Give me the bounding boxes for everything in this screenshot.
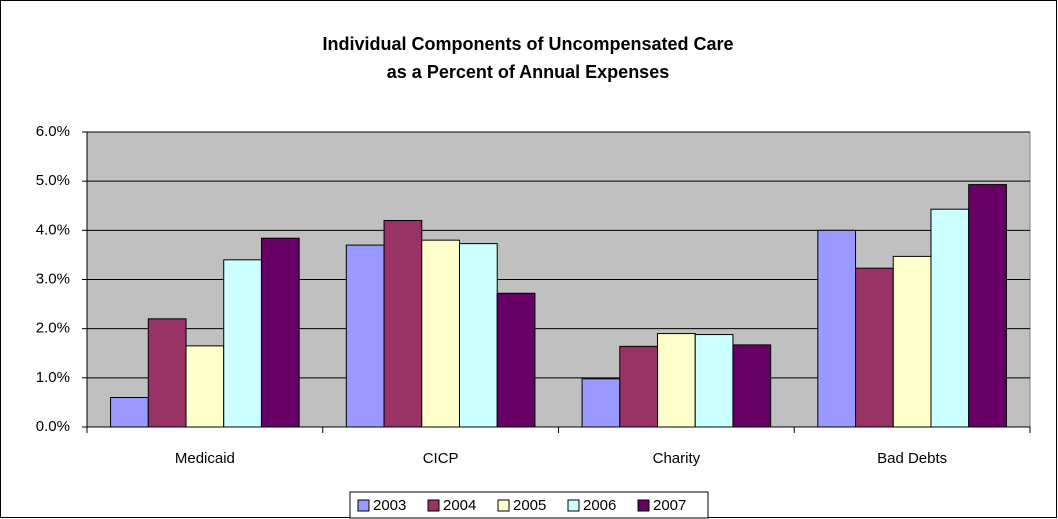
y-tick-label: 3.0% bbox=[36, 270, 70, 287]
bar bbox=[619, 345, 659, 428]
legend-swatch bbox=[567, 499, 580, 512]
bar bbox=[732, 344, 772, 428]
chart-title: as a Percent of Annual Expenses bbox=[387, 62, 669, 82]
legend-label: 2005 bbox=[513, 497, 546, 514]
chart-title: Individual Components of Uncompensated C… bbox=[322, 34, 733, 54]
bar bbox=[817, 229, 857, 428]
bar bbox=[110, 397, 149, 428]
legend-label: 2006 bbox=[583, 497, 616, 514]
y-tick-label: 5.0% bbox=[36, 172, 70, 189]
y-tick-label: 0.0% bbox=[36, 418, 70, 435]
x-tick-label: Bad Debts bbox=[877, 450, 947, 467]
legend-swatch bbox=[637, 499, 650, 512]
bar bbox=[458, 243, 498, 428]
bar bbox=[345, 244, 385, 428]
y-tick-label: 1.0% bbox=[36, 369, 70, 386]
bar bbox=[185, 345, 225, 428]
bar bbox=[892, 255, 932, 428]
legend-swatch bbox=[427, 499, 440, 512]
bar bbox=[223, 259, 262, 428]
bar bbox=[930, 208, 970, 428]
bar bbox=[694, 334, 734, 428]
bar bbox=[657, 333, 696, 428]
bar bbox=[260, 237, 300, 428]
bar bbox=[968, 184, 1007, 428]
legend-swatch bbox=[357, 499, 370, 512]
legend-label: 2007 bbox=[653, 497, 686, 514]
legend-label: 2004 bbox=[443, 497, 476, 514]
legend-swatch bbox=[497, 499, 510, 512]
bar bbox=[421, 239, 460, 428]
y-tick-label: 2.0% bbox=[36, 320, 70, 337]
bar bbox=[383, 220, 423, 428]
bar bbox=[581, 378, 621, 428]
y-tick-label: 4.0% bbox=[36, 221, 70, 238]
x-tick-label: CICP bbox=[423, 450, 459, 467]
x-tick-label: Charity bbox=[653, 450, 701, 467]
bar bbox=[855, 267, 894, 428]
y-tick-label: 6.0% bbox=[36, 123, 70, 140]
bar bbox=[496, 292, 536, 428]
bar bbox=[147, 318, 187, 428]
x-tick-label: Medicaid bbox=[175, 450, 235, 467]
legend-label: 2003 bbox=[373, 497, 406, 514]
